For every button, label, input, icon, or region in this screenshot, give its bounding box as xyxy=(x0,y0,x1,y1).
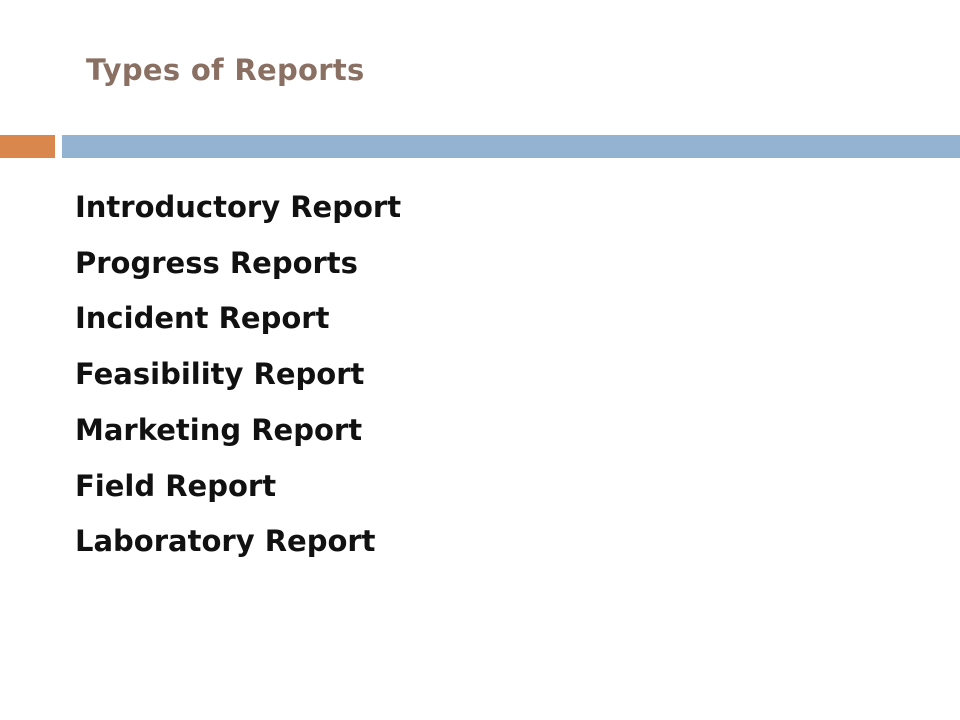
slide-title: Types of Reports xyxy=(86,53,365,87)
list-item: Feasibility Report xyxy=(75,357,365,392)
list-item: Marketing Report xyxy=(75,412,363,447)
list-item: Incident Report xyxy=(75,301,330,336)
list-item: Progress Reports xyxy=(75,245,358,280)
list-item: Introductory Report xyxy=(75,190,402,224)
list-item: Laboratory Report xyxy=(75,524,376,559)
list-item: Field Report xyxy=(75,468,277,503)
accent-bar-blue xyxy=(62,135,960,158)
accent-bar-orange xyxy=(0,135,55,158)
report-types-list: Introductory Report Progress Reports Inc… xyxy=(75,180,401,570)
